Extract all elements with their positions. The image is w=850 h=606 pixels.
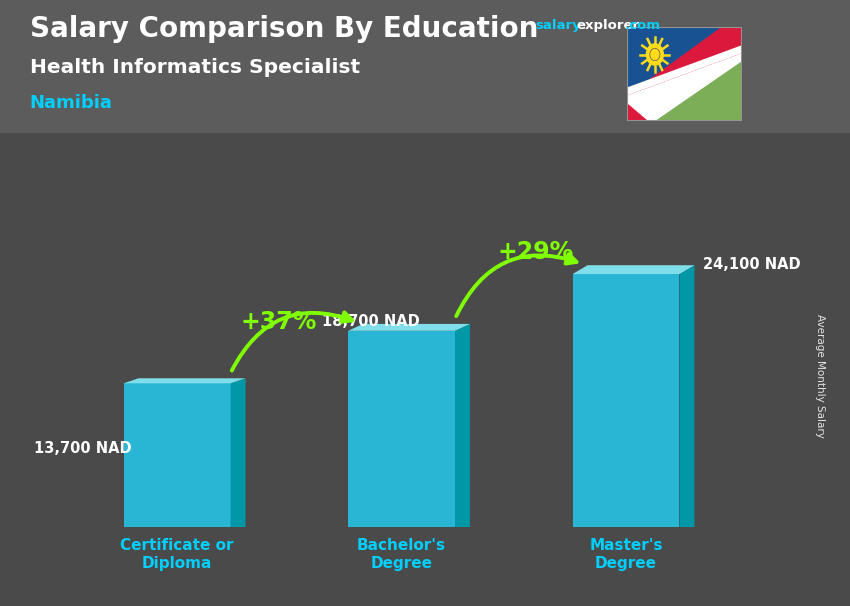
Polygon shape — [627, 53, 742, 121]
Polygon shape — [627, 27, 742, 121]
Text: +29%: +29% — [497, 241, 573, 264]
Text: 24,100 NAD: 24,100 NAD — [703, 257, 801, 272]
Bar — [348, 331, 455, 527]
Text: +37%: +37% — [241, 310, 317, 334]
Text: Average Monthly Salary: Average Monthly Salary — [815, 314, 825, 438]
Text: explorer: explorer — [576, 19, 639, 32]
Polygon shape — [627, 27, 742, 121]
Text: salary: salary — [536, 19, 581, 32]
Text: Salary Comparison By Education: Salary Comparison By Education — [30, 15, 538, 43]
Circle shape — [646, 43, 664, 66]
Text: .com: .com — [625, 19, 660, 32]
Polygon shape — [348, 324, 470, 331]
Circle shape — [649, 48, 660, 61]
Text: 18,700 NAD: 18,700 NAD — [322, 314, 420, 328]
Polygon shape — [627, 27, 742, 121]
Bar — [123, 384, 230, 527]
Bar — [573, 274, 679, 527]
Polygon shape — [627, 45, 742, 95]
Text: 13,700 NAD: 13,700 NAD — [34, 441, 132, 456]
Polygon shape — [230, 378, 246, 527]
Text: Namibia: Namibia — [30, 94, 112, 112]
Polygon shape — [573, 265, 694, 274]
Polygon shape — [123, 378, 246, 384]
Text: Health Informatics Specialist: Health Informatics Specialist — [30, 58, 360, 76]
Polygon shape — [455, 324, 470, 527]
Polygon shape — [679, 265, 694, 527]
